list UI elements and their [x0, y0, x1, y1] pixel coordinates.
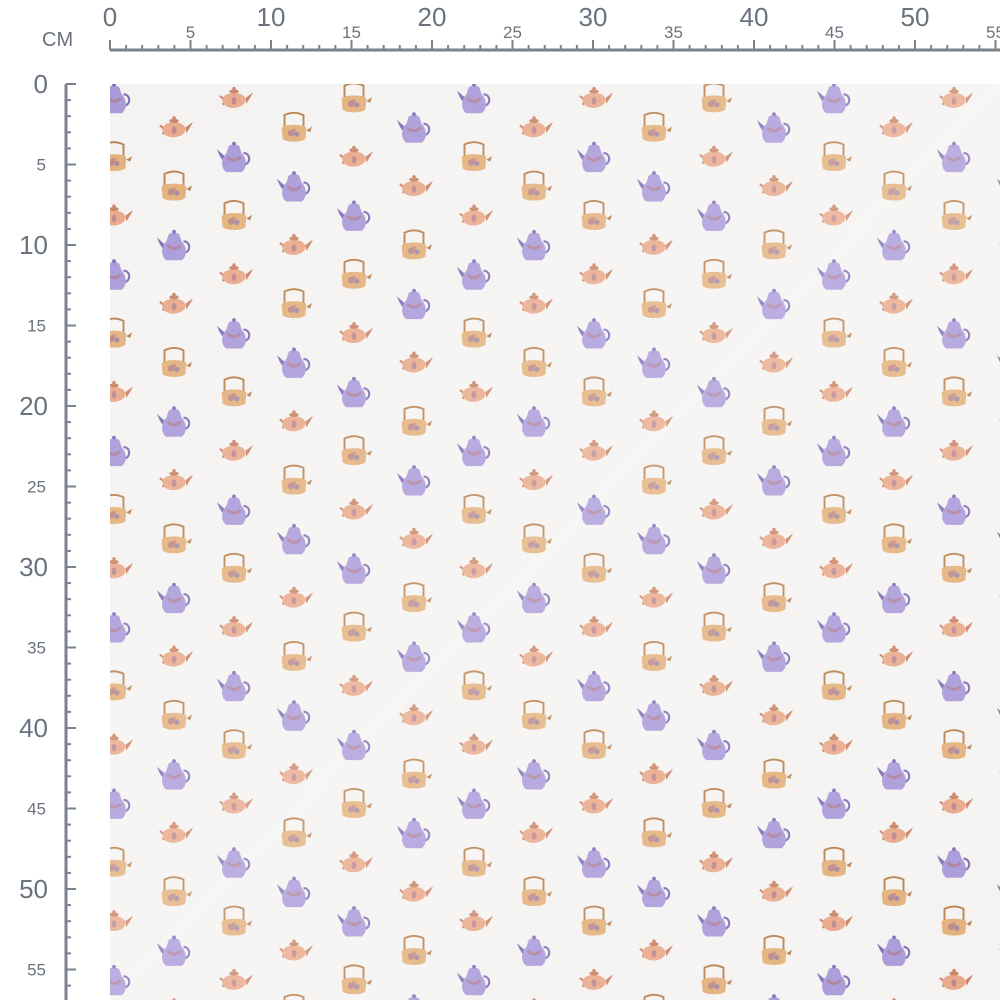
top-ruler-label: 20: [418, 2, 447, 32]
left-ruler-label: 20: [19, 391, 48, 421]
top-ruler-label: 10: [257, 2, 286, 32]
left-ruler-label: 35: [27, 639, 46, 658]
top-ruler-label: 5: [186, 23, 195, 42]
top-ruler: 0 5 10 15 20 25 30 35 40 45 50 55: [103, 2, 1000, 52]
top-ruler-label: 15: [342, 23, 361, 42]
unit-label: CM: [42, 29, 73, 51]
fabric-sheen: [110, 84, 1000, 1000]
top-ruler-label: 45: [825, 23, 844, 42]
left-ruler-label: 25: [27, 478, 46, 497]
left-ruler-label: 15: [27, 317, 46, 336]
left-ruler-label: 50: [19, 874, 48, 904]
top-ruler-label: 50: [901, 2, 930, 32]
left-ruler-label: 5: [37, 156, 46, 175]
top-ruler-label: 0: [103, 2, 117, 32]
left-ruler-label: 10: [19, 230, 48, 260]
top-ruler-label: 40: [740, 2, 769, 32]
left-ruler-label: 30: [19, 552, 48, 582]
left-ruler-label: 0: [34, 69, 48, 99]
left-ruler: 0 5 10 15 20 25 30 35 40 45 50 55: [19, 69, 76, 1000]
top-ruler-label: 25: [503, 23, 522, 42]
left-ruler-label: 55: [27, 961, 46, 980]
fabric-pattern-area: [110, 84, 1000, 1000]
left-ruler-label: 45: [27, 800, 46, 819]
top-ruler-label: 55: [986, 23, 1000, 42]
left-ruler-label: 40: [19, 713, 48, 743]
top-ruler-label: 30: [579, 2, 608, 32]
top-ruler-label: 35: [664, 23, 683, 42]
